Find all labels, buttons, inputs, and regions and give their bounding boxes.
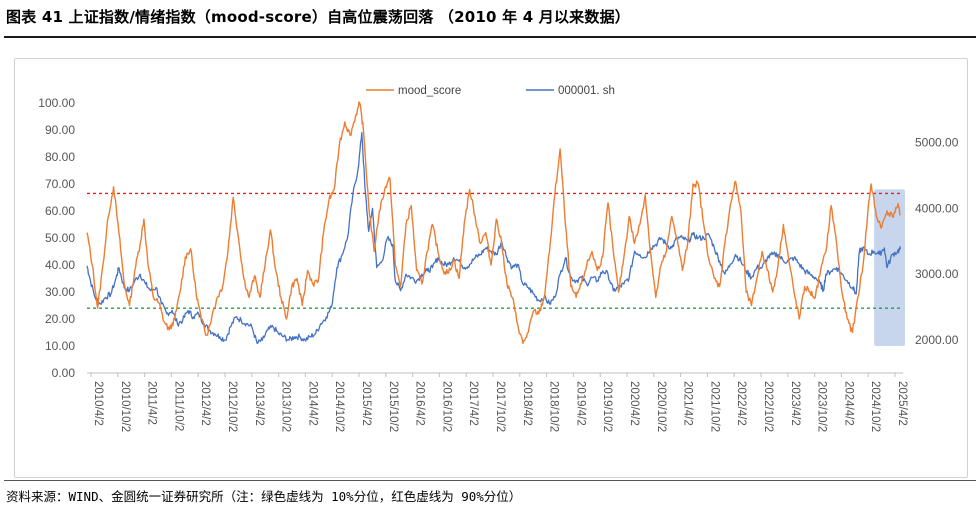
left-tick-label: 80.00 xyxy=(45,150,75,164)
right-tick-label: 4000.00 xyxy=(915,201,959,215)
x-tick-label: 2020/10/2 xyxy=(655,381,667,432)
x-tick-label: 2012/4/2 xyxy=(199,381,211,426)
x-tick-label: 2019/4/2 xyxy=(574,381,586,426)
right-tick-label: 3000.00 xyxy=(915,267,959,281)
x-tick-label: 2017/10/2 xyxy=(494,381,506,432)
x-axis: 2010/4/2 2010/10/2 2011/4/2 2011/10/2 2012/4… xyxy=(87,372,908,432)
x-tick-label: 2023/4/2 xyxy=(789,381,801,426)
figure-title: 图表 41 上证指数/情绪指数（mood-score）自高位震荡回落 （2010… xyxy=(6,8,630,26)
left-tick-label: 40.00 xyxy=(45,258,75,272)
x-tick-label: 2018/4/2 xyxy=(521,381,533,426)
title-rule xyxy=(4,36,976,38)
left-axis: 0.00 10.00 20.00 30.00 40.00 50.00 60.00 70.00 8… xyxy=(38,96,75,380)
x-tick-label: 2015/4/2 xyxy=(360,381,372,426)
x-tick-label: 2022/4/2 xyxy=(735,381,747,426)
x-tick-label: 2010/10/2 xyxy=(119,381,131,432)
x-tick-label: 2013/10/2 xyxy=(280,381,292,432)
x-tick-label: 2024/10/2 xyxy=(869,381,881,432)
x-tick-label: 2023/10/2 xyxy=(816,381,828,432)
footer-rule xyxy=(4,480,976,481)
x-tick-label: 2022/10/2 xyxy=(762,381,774,432)
legend-index-label: 000001. sh xyxy=(558,85,615,97)
x-tick-label: 2019/10/2 xyxy=(601,381,613,432)
percentile-lines xyxy=(87,192,903,309)
x-tick-label: 2014/10/2 xyxy=(333,381,345,432)
x-tick-label: 2011/4/2 xyxy=(146,381,158,425)
left-tick-label: 70.00 xyxy=(45,177,75,191)
x-tick-label: 2016/10/2 xyxy=(440,381,452,432)
right-axis: 2000.00 3000.00 4000.00 5000.00 xyxy=(915,136,959,348)
x-tick-label: 2010/4/2 xyxy=(92,381,104,426)
x-tick-label: 2024/4/2 xyxy=(842,381,854,426)
left-tick-label: 60.00 xyxy=(45,204,75,218)
highlight-band xyxy=(874,189,905,346)
x-tick-label: 2021/4/2 xyxy=(682,381,694,426)
chart-panel xyxy=(14,58,968,478)
source-note: 资料来源：WIND、金圆统一证券研究所（注：绿色虚线为 10%分位，红色虚线为 … xyxy=(6,489,522,504)
legend-mood-label: mood_score xyxy=(398,85,461,97)
left-tick-label: 50.00 xyxy=(45,231,75,245)
x-tick-label: 2013/4/2 xyxy=(253,381,265,426)
left-tick-label: 100.00 xyxy=(38,96,75,110)
legend: mood_score 000001. sh xyxy=(366,85,615,97)
x-tick-label: 2017/4/2 xyxy=(467,381,479,426)
x-tick-label: 2014/4/2 xyxy=(306,381,318,426)
x-tick-label: 2025/4/2 xyxy=(896,381,908,426)
right-tick-label: 2000.00 xyxy=(915,333,959,347)
left-tick-label: 30.00 xyxy=(45,285,75,299)
x-tick-label: 2016/4/2 xyxy=(414,381,426,426)
series xyxy=(86,101,901,345)
series-index-line xyxy=(86,131,901,345)
x-tick-label: 2011/10/2 xyxy=(172,381,184,431)
right-tick-label: 5000.00 xyxy=(915,136,959,150)
series-mood-line xyxy=(86,101,901,344)
left-tick-label: 20.00 xyxy=(45,312,75,326)
x-tick-label: 2015/10/2 xyxy=(387,381,399,432)
x-tick-label: 2012/10/2 xyxy=(226,381,238,432)
x-tick-label: 2018/10/2 xyxy=(548,381,560,432)
left-tick-label: 0.00 xyxy=(52,366,76,380)
x-tick-label: 2020/4/2 xyxy=(628,381,640,426)
left-tick-label: 10.00 xyxy=(45,339,75,353)
left-tick-label: 90.00 xyxy=(45,123,75,137)
x-tick-label: 2021/10/2 xyxy=(708,381,720,432)
